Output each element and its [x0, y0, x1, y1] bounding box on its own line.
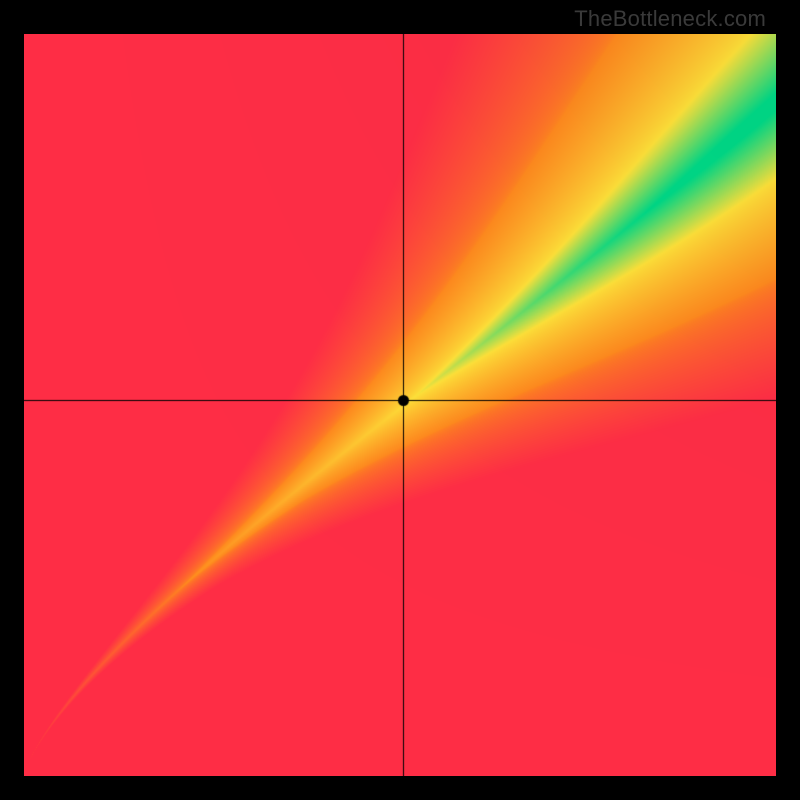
attribution-label: TheBottleneck.com: [574, 6, 766, 32]
heatmap-canvas: [24, 34, 776, 776]
figure-container: TheBottleneck.com: [0, 0, 800, 800]
plot-area: [24, 34, 776, 776]
